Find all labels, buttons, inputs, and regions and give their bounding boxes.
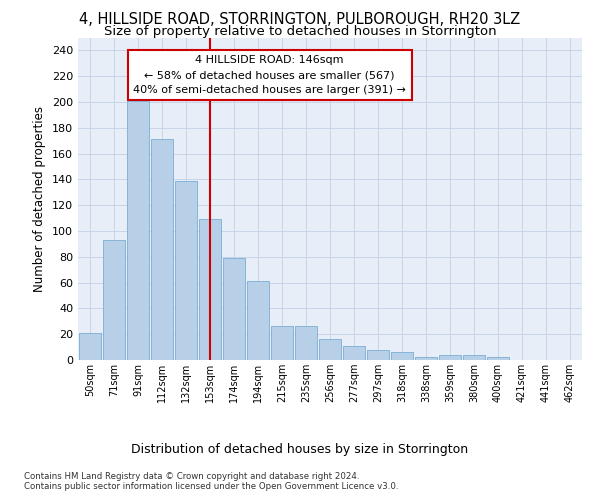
Bar — [439, 355, 461, 360]
Bar — [415, 358, 437, 360]
Bar — [319, 340, 341, 360]
Bar — [295, 326, 317, 360]
Y-axis label: Number of detached properties: Number of detached properties — [34, 106, 46, 292]
Bar — [175, 180, 197, 360]
Bar — [103, 240, 125, 360]
Text: Contains HM Land Registry data © Crown copyright and database right 2024.: Contains HM Land Registry data © Crown c… — [24, 472, 359, 481]
Text: 4, HILLSIDE ROAD, STORRINGTON, PULBOROUGH, RH20 3LZ: 4, HILLSIDE ROAD, STORRINGTON, PULBOROUG… — [79, 12, 521, 28]
Bar — [391, 352, 413, 360]
Bar — [271, 326, 293, 360]
Text: Size of property relative to detached houses in Storrington: Size of property relative to detached ho… — [104, 25, 496, 38]
Bar — [463, 355, 485, 360]
Bar — [223, 258, 245, 360]
Bar — [151, 140, 173, 360]
Text: Contains public sector information licensed under the Open Government Licence v3: Contains public sector information licen… — [24, 482, 398, 491]
Bar — [487, 358, 509, 360]
Text: Distribution of detached houses by size in Storrington: Distribution of detached houses by size … — [131, 442, 469, 456]
Bar — [79, 333, 101, 360]
Bar — [199, 220, 221, 360]
Text: 4 HILLSIDE ROAD: 146sqm
← 58% of detached houses are smaller (567)
40% of semi-d: 4 HILLSIDE ROAD: 146sqm ← 58% of detache… — [133, 55, 406, 95]
Bar — [247, 282, 269, 360]
Bar — [367, 350, 389, 360]
Bar — [127, 100, 149, 360]
Bar — [343, 346, 365, 360]
